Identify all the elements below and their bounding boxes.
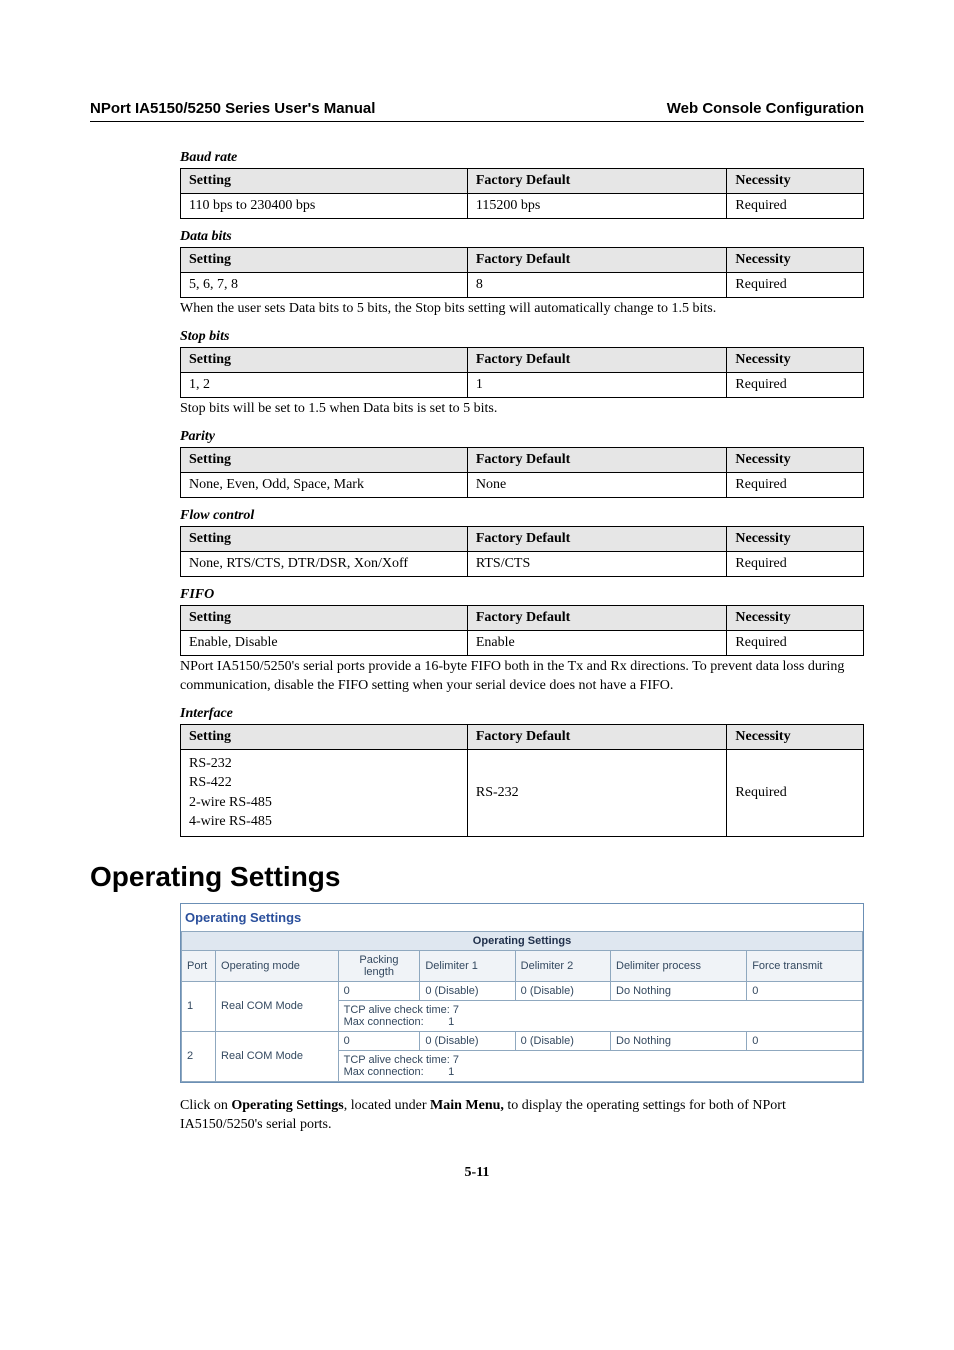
table-flow-control: Setting Factory Default Necessity None, … [180, 526, 864, 577]
th-default: Factory Default [467, 248, 727, 273]
td-default: RTS/CTS [467, 551, 727, 576]
th-setting: Setting [181, 347, 468, 372]
bp-mid: , located under [344, 1098, 430, 1113]
note-stop-bits: Stop bits will be set to 1.5 when Data b… [180, 400, 864, 419]
td-necessity: Required [727, 630, 864, 655]
td-default: 115200 bps [467, 194, 727, 219]
th-necessity: Necessity [727, 724, 864, 749]
th-setting: Setting [181, 169, 468, 194]
operating-settings-heading: Operating Settings [90, 861, 864, 893]
os-row1-del1: 0 (Disable) [420, 981, 515, 1000]
td-necessity: Required [727, 749, 864, 836]
bp-b1: Operating Settings [231, 1098, 343, 1113]
os-row2-extra: TCP alive check time: 7 Max connection: … [338, 1050, 862, 1081]
note-data-bits: When the user sets Data bits to 5 bits, … [180, 300, 864, 319]
td-necessity: Required [727, 372, 864, 397]
th-necessity: Necessity [727, 605, 864, 630]
td-setting: None, RTS/CTS, DTR/DSR, Xon/Xoff [181, 551, 468, 576]
os-row2-del2: 0 (Disable) [515, 1031, 610, 1050]
th-necessity: Necessity [727, 447, 864, 472]
os-col-del1: Delimiter 1 [420, 950, 515, 981]
th-default: Factory Default [467, 526, 727, 551]
td-default: None [467, 472, 727, 497]
th-necessity: Necessity [727, 347, 864, 372]
section-label-baud-rate: Baud rate [180, 150, 864, 166]
td-setting: 1, 2 [181, 372, 468, 397]
td-setting: 110 bps to 230400 bps [181, 194, 468, 219]
th-necessity: Necessity [727, 169, 864, 194]
os-row2-force: 0 [747, 1031, 863, 1050]
td-setting: 5, 6, 7, 8 [181, 273, 468, 298]
section-label-flow-control: Flow control [180, 508, 864, 524]
td-setting: Enable, Disable [181, 630, 468, 655]
header-right: Web Console Configuration [667, 100, 864, 117]
table-parity: Setting Factory Default Necessity None, … [180, 447, 864, 498]
td-default: 8 [467, 273, 727, 298]
os-row1-force: 0 [747, 981, 863, 1000]
td-necessity: Required [727, 273, 864, 298]
th-default: Factory Default [467, 169, 727, 194]
th-default: Factory Default [467, 447, 727, 472]
os-col-del2: Delimiter 2 [515, 950, 610, 981]
table-stop-bits: Setting Factory Default Necessity 1, 2 1… [180, 347, 864, 398]
page-header: NPort IA5150/5250 Series User's Manual W… [90, 100, 864, 122]
os-col-proc: Delimiter process [611, 950, 747, 981]
os-row2-mode: Real COM Mode [216, 1031, 339, 1081]
note-fifo: NPort IA5150/5250's serial ports provide… [180, 658, 864, 696]
section-label-interface: Interface [180, 706, 864, 722]
td-necessity: Required [727, 551, 864, 576]
os-row1-mode: Real COM Mode [216, 981, 339, 1031]
table-interface: Setting Factory Default Necessity RS-232… [180, 724, 864, 837]
td-necessity: Required [727, 194, 864, 219]
td-setting: RS-232RS-4222-wire RS-4854-wire RS-485 [181, 749, 468, 836]
th-default: Factory Default [467, 347, 727, 372]
os-caption: Operating Settings [182, 931, 863, 950]
th-default: Factory Default [467, 724, 727, 749]
td-necessity: Required [727, 472, 864, 497]
bp-pre: Click on [180, 1098, 231, 1113]
os-row1-del2: 0 (Disable) [515, 981, 610, 1000]
os-row2-packing: 0 [338, 1031, 420, 1050]
os-row2-proc: Do Nothing [611, 1031, 747, 1050]
table-fifo: Setting Factory Default Necessity Enable… [180, 605, 864, 656]
td-default: RS-232 [467, 749, 727, 836]
td-default: 1 [467, 372, 727, 397]
section-label-fifo: FIFO [180, 587, 864, 603]
th-setting: Setting [181, 724, 468, 749]
bottom-paragraph: Click on Operating Settings, located und… [180, 1097, 864, 1135]
os-col-port: Port [182, 950, 216, 981]
header-left: NPort IA5150/5250 Series User's Manual [90, 100, 375, 117]
os-row2-del1: 0 (Disable) [420, 1031, 515, 1050]
td-default: Enable [467, 630, 727, 655]
main-content: Baud rate Setting Factory Default Necess… [180, 150, 864, 1135]
td-setting: None, Even, Odd, Space, Mark [181, 472, 468, 497]
os-col-force: Force transmit [747, 950, 863, 981]
os-row1-port: 1 [182, 981, 216, 1031]
section-label-parity: Parity [180, 429, 864, 445]
os-col-mode: Operating mode [216, 950, 339, 981]
th-setting: Setting [181, 248, 468, 273]
bp-b2: Main Menu, [430, 1098, 504, 1113]
table-baud-rate: Setting Factory Default Necessity 110 bp… [180, 168, 864, 219]
th-setting: Setting [181, 447, 468, 472]
section-label-data-bits: Data bits [180, 229, 864, 245]
table-data-bits: Setting Factory Default Necessity 5, 6, … [180, 247, 864, 298]
os-row1-proc: Do Nothing [611, 981, 747, 1000]
os-table: Operating Settings Port Operating mode P… [181, 931, 863, 1082]
th-necessity: Necessity [727, 526, 864, 551]
os-row2-port: 2 [182, 1031, 216, 1081]
th-necessity: Necessity [727, 248, 864, 273]
th-setting: Setting [181, 526, 468, 551]
os-panel-title: Operating Settings [181, 904, 863, 931]
th-default: Factory Default [467, 605, 727, 630]
th-setting: Setting [181, 605, 468, 630]
page-number: 5-11 [90, 1165, 864, 1181]
os-row1-packing: 0 [338, 981, 420, 1000]
os-row1-extra: TCP alive check time: 7 Max connection: … [338, 1000, 862, 1031]
operating-settings-screenshot: Operating Settings Operating Settings Po… [180, 903, 864, 1083]
os-col-packing: Packing length [338, 950, 420, 981]
section-label-stop-bits: Stop bits [180, 329, 864, 345]
